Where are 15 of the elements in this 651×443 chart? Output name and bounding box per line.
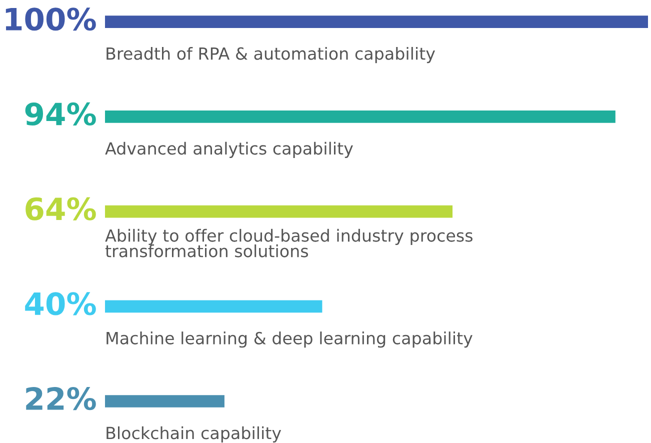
data-label: 22% — [26, 387, 96, 410]
y-tick-label: Blockchain capability — [106, 426, 282, 443]
bar — [105, 205, 453, 218]
bar — [105, 110, 616, 123]
bar — [105, 395, 224, 408]
y-tick-label: Breadth of RPA & automation capability — [106, 46, 435, 64]
data-label: 40% — [25, 292, 96, 316]
data-label: 94% — [25, 102, 96, 126]
bar — [105, 16, 648, 28]
data-label: 100% — [6, 8, 96, 31]
bar — [105, 300, 322, 313]
y-tick-label: Advanced analytics capability — [105, 142, 353, 158]
data-label: 64% — [26, 197, 96, 220]
y-tick-label: Ability to offer cloud-based industry process transformation solutions — [105, 228, 472, 258]
y-tick-label: Machine learning & deep learning capability — [106, 332, 472, 348]
